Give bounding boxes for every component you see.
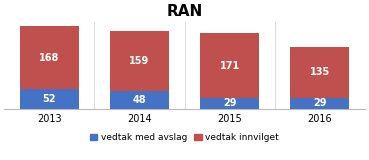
Bar bbox=[20, 26, 79, 89]
Text: 48: 48 bbox=[132, 95, 146, 105]
Text: 168: 168 bbox=[39, 52, 59, 63]
Text: 171: 171 bbox=[220, 61, 240, 71]
Legend: vedtak med avslag, vedtak innvilget: vedtak med avslag, vedtak innvilget bbox=[86, 130, 283, 146]
Bar bbox=[110, 31, 169, 91]
Bar bbox=[20, 89, 79, 109]
Text: 29: 29 bbox=[313, 98, 327, 108]
Bar bbox=[290, 47, 349, 98]
Bar bbox=[110, 91, 169, 109]
Text: 159: 159 bbox=[129, 56, 149, 66]
Text: 29: 29 bbox=[223, 98, 236, 108]
Text: 52: 52 bbox=[42, 94, 56, 104]
Bar bbox=[200, 98, 259, 109]
Text: 135: 135 bbox=[310, 67, 330, 77]
Bar bbox=[290, 98, 349, 109]
Title: RAN: RAN bbox=[166, 4, 203, 19]
Bar bbox=[200, 33, 259, 98]
